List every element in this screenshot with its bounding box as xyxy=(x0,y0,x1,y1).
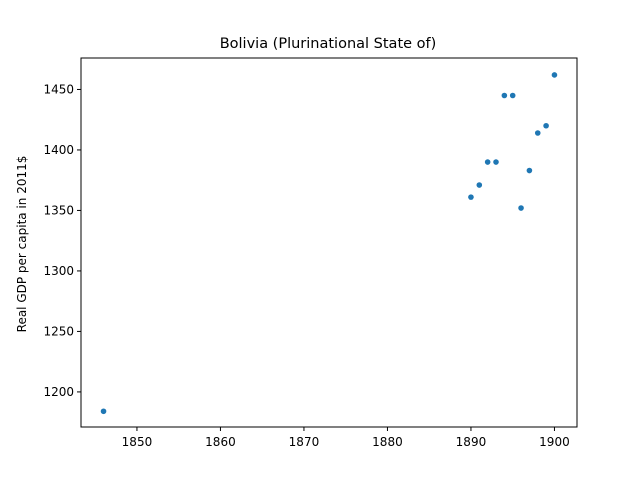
data-point xyxy=(493,159,499,165)
data-point xyxy=(501,92,508,99)
data-point xyxy=(100,408,107,415)
data-point xyxy=(551,72,558,78)
x-tick-label: 1880 xyxy=(372,435,403,449)
y-tick-label: 1250 xyxy=(43,324,74,338)
data-point xyxy=(468,194,474,200)
data-point xyxy=(476,182,483,188)
x-tick-label: 1900 xyxy=(539,435,570,449)
x-tick-label: 1850 xyxy=(122,435,153,449)
y-tick-label: 1400 xyxy=(43,143,74,157)
data-point xyxy=(509,92,516,99)
y-tick-label: 1200 xyxy=(43,385,74,399)
data-point xyxy=(526,167,533,174)
plot-area: 1850 1860 1870 1880 1890 1900 1200 1250 1300 1350… xyxy=(43,57,578,449)
y-axis-label: Real GDP per capita in 2011$ xyxy=(15,156,29,333)
x-tick-label: 1870 xyxy=(289,435,320,449)
y-tick-label: 1450 xyxy=(43,82,74,96)
data-point xyxy=(484,159,491,165)
chart-title: Bolivia (Plurinational State of) xyxy=(220,36,437,52)
x-tick-label: 1860 xyxy=(205,435,236,449)
data-point xyxy=(543,122,549,129)
x-tick-label: 1890 xyxy=(456,435,487,449)
data-point xyxy=(518,205,524,211)
plot-frame xyxy=(80,57,578,428)
y-tick-label: 1300 xyxy=(43,264,74,278)
data-point xyxy=(534,130,541,136)
y-tick-label: 1350 xyxy=(43,203,74,217)
